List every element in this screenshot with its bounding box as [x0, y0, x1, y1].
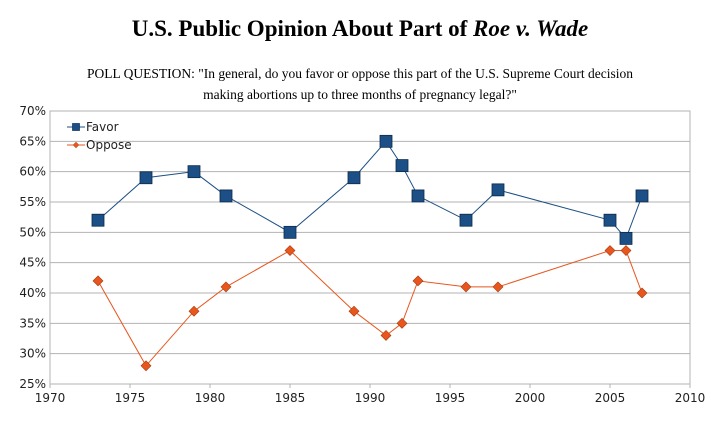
x-tick-label: 1970: [35, 391, 66, 405]
legend-marker: [72, 123, 80, 131]
legend-label: Favor: [86, 120, 119, 134]
y-tick-label: 45%: [19, 256, 46, 270]
data-point: [283, 225, 297, 239]
data-point: [140, 360, 152, 372]
x-tick-label: 1995: [435, 391, 466, 405]
x-tick-label: 2005: [595, 391, 626, 405]
data-point: [395, 159, 409, 173]
y-tick-label: 55%: [19, 195, 46, 209]
data-point: [139, 171, 153, 185]
data-point: [604, 245, 616, 256]
subtitle-line: making abortions up to three months of p…: [203, 87, 517, 102]
data-point: [412, 275, 424, 287]
data-point: [492, 281, 504, 293]
y-tick-label: 70%: [19, 104, 46, 118]
y-tick-label: 30%: [19, 347, 46, 361]
data-point: [220, 281, 232, 293]
data-point: [459, 213, 473, 227]
y-tick-label: 60%: [19, 165, 46, 179]
data-point: [411, 189, 425, 203]
x-tick-label: 1990: [355, 391, 386, 405]
data-point: [460, 281, 472, 293]
data-point: [92, 275, 104, 287]
data-point: [187, 165, 201, 179]
title-emphasis: Roe v. Wade: [472, 16, 588, 41]
data-point: [619, 231, 633, 245]
data-point: [188, 305, 200, 317]
data-point: [284, 245, 296, 256]
title-text: U.S. Public Opinion About Part of: [132, 16, 468, 41]
x-tick-label: 2000: [515, 391, 546, 405]
legend-label: Oppose: [86, 138, 132, 152]
data-point: [219, 189, 233, 203]
data-point: [603, 213, 617, 227]
x-tick-label: 1975: [115, 391, 146, 405]
data-point: [396, 317, 408, 329]
data-point: [635, 189, 649, 203]
data-point: [347, 171, 361, 185]
x-tick-label: 1980: [195, 391, 226, 405]
series-line: [97, 249, 643, 367]
chart-title: U.S. Public Opinion About Part of Roe v.…: [132, 16, 588, 41]
x-tick-label: 2010: [675, 391, 706, 405]
data-point: [379, 134, 393, 148]
y-tick-label: 40%: [19, 286, 46, 300]
legend-marker: [72, 141, 80, 149]
y-tick-label: 65%: [19, 134, 46, 148]
data-point: [491, 183, 505, 197]
data-point: [620, 245, 632, 256]
data-point: [636, 287, 648, 299]
x-tick-label: 1985: [275, 391, 306, 405]
subtitle-line: POLL QUESTION: "In general, do you favor…: [87, 66, 633, 81]
y-tick-label: 35%: [19, 316, 46, 330]
data-point: [91, 213, 105, 227]
y-tick-label: 25%: [19, 377, 46, 391]
data-point: [348, 305, 360, 317]
y-tick-label: 50%: [19, 225, 46, 239]
data-point: [380, 330, 392, 341]
plot-area: [49, 110, 691, 385]
